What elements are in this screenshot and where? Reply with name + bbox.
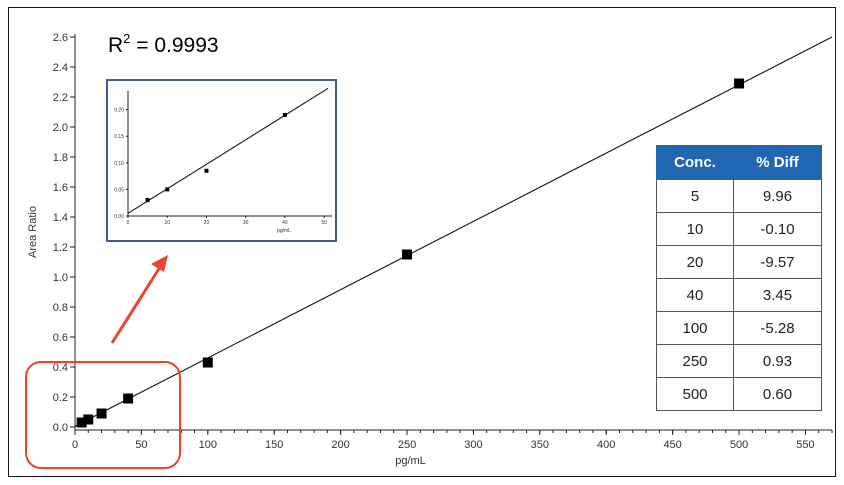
x-tick-label: 100 bbox=[199, 439, 217, 451]
y-tick-label: 2.6 bbox=[53, 32, 68, 44]
table-row: 250 0.93 bbox=[656, 344, 822, 378]
table-row: 100 -5.28 bbox=[656, 311, 822, 345]
inset-x-tick-label: 0 bbox=[127, 220, 130, 226]
inset-data-point bbox=[145, 198, 150, 203]
x-tick-label: 450 bbox=[663, 439, 681, 451]
inset-data-point bbox=[282, 112, 287, 117]
r-squared-symbol: R bbox=[108, 34, 124, 57]
inset-x-tick-label: 30 bbox=[243, 220, 249, 226]
x-tick-label: 350 bbox=[531, 439, 549, 451]
table-header-diff: % Diff bbox=[733, 145, 822, 180]
inset-y-tick-label: 0.05 bbox=[114, 187, 124, 193]
r-squared-value: = 0.9993 bbox=[130, 34, 219, 57]
data-point bbox=[76, 417, 87, 428]
inset-regression-line bbox=[127, 87, 329, 214]
table-cell-diff: 0.60 bbox=[733, 377, 822, 411]
table-header-row: Conc. % Diff bbox=[656, 145, 822, 180]
inset-x-tick-label: 10 bbox=[164, 220, 170, 226]
r-squared-label: R2 = 0.9993 bbox=[108, 31, 219, 58]
y-tick-label: 0.0 bbox=[53, 422, 68, 434]
x-tick-label: 150 bbox=[265, 439, 283, 451]
y-tick-label: 1.8 bbox=[53, 152, 68, 164]
table-cell-conc: 20 bbox=[656, 245, 734, 279]
x-tick-label: 250 bbox=[398, 439, 416, 451]
data-point bbox=[402, 249, 413, 260]
table-cell-diff: -5.28 bbox=[733, 311, 822, 345]
y-tick-label: 1.4 bbox=[53, 212, 68, 224]
inset-x-tick-label: 50 bbox=[321, 220, 327, 226]
inset-x-tick-label: 20 bbox=[204, 220, 210, 226]
table-cell-conc: 250 bbox=[656, 344, 734, 378]
table-cell-conc: 100 bbox=[656, 311, 734, 345]
x-tick-label: 550 bbox=[796, 439, 814, 451]
inset-y-tick-label: 0.15 bbox=[114, 134, 124, 140]
table-cell-diff: 3.45 bbox=[733, 278, 822, 312]
x-tick-label: 0 bbox=[72, 439, 78, 451]
y-tick-label: 2.2 bbox=[53, 92, 68, 104]
inset-y-tick-label: 0.10 bbox=[114, 161, 124, 167]
table-cell-diff: 9.96 bbox=[733, 179, 822, 213]
inset-y-tick-label: 0.20 bbox=[114, 108, 124, 114]
y-tick-label: 2.0 bbox=[53, 122, 68, 134]
inset-zoom-chart: 0 10 20 30 40 50 0.00 0.05 0.10 0.15 0.20 pg/mL bbox=[106, 79, 337, 242]
y-tick-label: 1.2 bbox=[53, 242, 68, 254]
figure-frame bbox=[8, 7, 836, 477]
x-axis-title: pg/mL bbox=[395, 455, 426, 467]
y-tick-label: 0.4 bbox=[53, 362, 68, 374]
r-squared-exponent: 2 bbox=[123, 31, 131, 46]
inset-data-point bbox=[165, 187, 170, 192]
inset-data-point bbox=[204, 168, 209, 173]
inset-y-tick-label: 0.00 bbox=[114, 214, 124, 220]
data-point bbox=[734, 78, 745, 89]
percent-diff-table: Conc. % Diff 5 9.96 10 -0.10 20 -9.57 40 3.4… bbox=[656, 145, 822, 411]
zoom-region-highlight bbox=[25, 361, 181, 469]
table-row: 40 3.45 bbox=[656, 278, 822, 312]
inset-x-axis-title: pg/mL bbox=[277, 228, 291, 234]
table-cell-diff: -9.57 bbox=[733, 245, 822, 279]
y-tick-label: 1.6 bbox=[53, 182, 68, 194]
table-row: 500 0.60 bbox=[656, 377, 822, 411]
x-tick-label: 300 bbox=[464, 439, 482, 451]
y-tick-label: 1.0 bbox=[53, 272, 68, 284]
x-tick-label: 500 bbox=[730, 439, 748, 451]
inset-chart-svg: 0 10 20 30 40 50 0.00 0.05 0.10 0.15 0.20 pg/mL bbox=[114, 87, 332, 234]
x-tick-label: 50 bbox=[135, 439, 147, 451]
y-tick-label: 2.4 bbox=[53, 62, 68, 74]
table-header-conc: Conc. bbox=[656, 145, 734, 180]
data-point bbox=[83, 414, 94, 425]
table-cell-conc: 500 bbox=[656, 377, 734, 411]
table-cell-conc: 10 bbox=[656, 212, 734, 246]
inset-x-tick-label: 40 bbox=[282, 220, 288, 226]
table-cell-diff: 0.93 bbox=[733, 344, 822, 378]
y-tick-label: 0.6 bbox=[53, 332, 68, 344]
data-point bbox=[202, 357, 213, 368]
table-cell-diff: -0.10 bbox=[733, 212, 822, 246]
data-point bbox=[123, 393, 134, 404]
y-tick-label: 0.8 bbox=[53, 302, 68, 314]
y-tick-label: 0.2 bbox=[53, 392, 68, 404]
data-point bbox=[96, 408, 107, 419]
table-row: 10 -0.10 bbox=[656, 212, 822, 246]
x-tick-label: 200 bbox=[331, 439, 349, 451]
table-cell-conc: 5 bbox=[656, 179, 734, 213]
table-row: 5 9.96 bbox=[656, 179, 822, 213]
x-tick-label: 400 bbox=[597, 439, 615, 451]
table-cell-conc: 40 bbox=[656, 278, 734, 312]
y-axis-title: Area Ratio bbox=[27, 206, 39, 258]
table-row: 20 -9.57 bbox=[656, 245, 822, 279]
regression-line bbox=[74, 36, 833, 427]
